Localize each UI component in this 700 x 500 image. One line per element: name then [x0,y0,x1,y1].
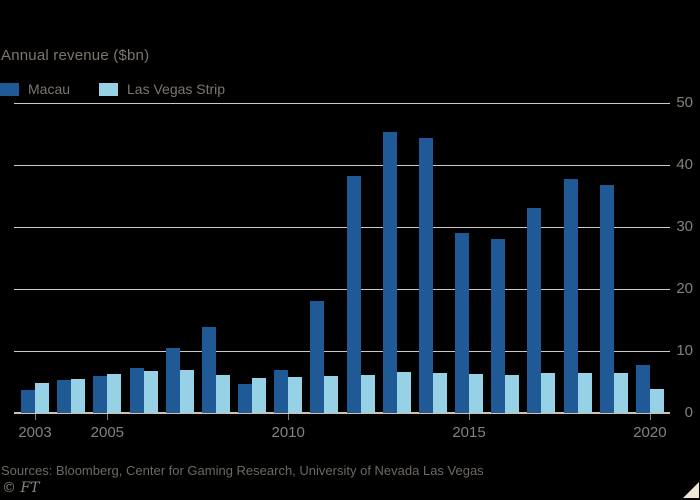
legend-item-las-vegas-strip: Las Vegas Strip [99,81,225,97]
bar-las-vegas-strip-2017 [541,373,556,413]
bar-las-vegas-strip-2020 [649,389,664,413]
bar-las-vegas-strip-2013 [396,372,411,413]
gridline-30 [14,227,670,228]
legend-swatch-macau [0,82,19,96]
bar-macau-2008 [201,327,216,413]
chart-title: Annual revenue ($bn) [1,47,150,64]
gridline-10 [14,351,670,352]
bar-macau-2011 [310,300,325,413]
x-axis-label-2010: 2010 [271,424,305,441]
plot-area: 2003 2005 2010 2015 2020 [14,103,670,441]
bar-macau-2010 [274,370,289,413]
legend-label-las-vegas-strip: Las Vegas Strip [127,81,226,97]
bar-las-vegas-strip-2005 [107,373,122,413]
y-axis-label-20: 20 [676,280,693,297]
bar-macau-2005 [93,375,108,413]
bar-las-vegas-strip-2010 [288,377,303,413]
bar-las-vegas-strip-2015 [469,373,484,413]
bar-las-vegas-strip-2012 [360,374,375,413]
legend: Macau Las Vegas Strip [0,81,700,97]
bar-macau-2012 [346,176,361,413]
legend-label-macau: Macau [28,81,71,97]
y-axis-label-10: 10 [676,342,693,359]
bar-macau-2019 [599,184,614,413]
bar-macau-2018 [563,179,578,413]
x-tick-2015 [469,414,471,420]
bar-macau-2013 [382,131,397,413]
bar-las-vegas-strip-2014 [432,373,447,413]
ft-credit: © FT [2,480,40,496]
sources-note: Sources: Bloomberg, Center for Gaming Re… [1,463,484,478]
bar-las-vegas-strip-2007 [179,370,194,413]
y-axis-label-0: 0 [684,404,693,421]
x-axis-line [14,412,670,414]
bar-macau-2007 [165,347,180,413]
bar-macau-2009 [238,384,253,413]
bar-macau-2004 [57,379,72,413]
x-tick-2003 [35,414,36,420]
bar-macau-2015 [455,232,470,413]
y-axis-label-30: 30 [676,218,693,235]
bar-macau-2006 [129,368,144,413]
bar-las-vegas-strip-2003 [35,382,49,413]
gridline-40 [14,165,670,166]
bar-macau-2020 [635,365,650,413]
x-axis-label-2015: 2015 [452,424,486,441]
bar-las-vegas-strip-2004 [71,378,86,413]
legend-swatch-las-vegas-strip [99,82,118,96]
bar-las-vegas-strip-2009 [252,378,267,413]
x-tick-2005 [107,414,109,420]
bar-macau-2014 [418,138,433,413]
y-axis-label-40: 40 [676,156,693,173]
bar-las-vegas-strip-2016 [505,374,520,413]
x-axis-label-2005: 2005 [90,424,125,441]
x-axis-label-2020: 2020 [633,424,667,441]
bar-las-vegas-strip-2018 [577,372,592,413]
bar-las-vegas-strip-2008 [215,375,230,413]
gridline-20 [14,289,670,290]
x-axis-label-2003: 2003 [18,424,52,441]
x-tick-2020 [649,414,651,420]
legend-item-macau: Macau [0,81,70,97]
bar-macau-2017 [527,207,542,413]
bar-las-vegas-strip-2006 [143,371,158,413]
gridline-50 [14,103,670,104]
bar-macau-2003 [21,390,35,413]
y-axis-label-50: 50 [676,94,693,111]
bar-las-vegas-strip-2019 [613,372,628,413]
corner-triangle-icon [683,482,699,498]
bar-las-vegas-strip-2011 [324,375,339,413]
bar-macau-2016 [491,239,506,413]
x-tick-2010 [288,414,290,420]
